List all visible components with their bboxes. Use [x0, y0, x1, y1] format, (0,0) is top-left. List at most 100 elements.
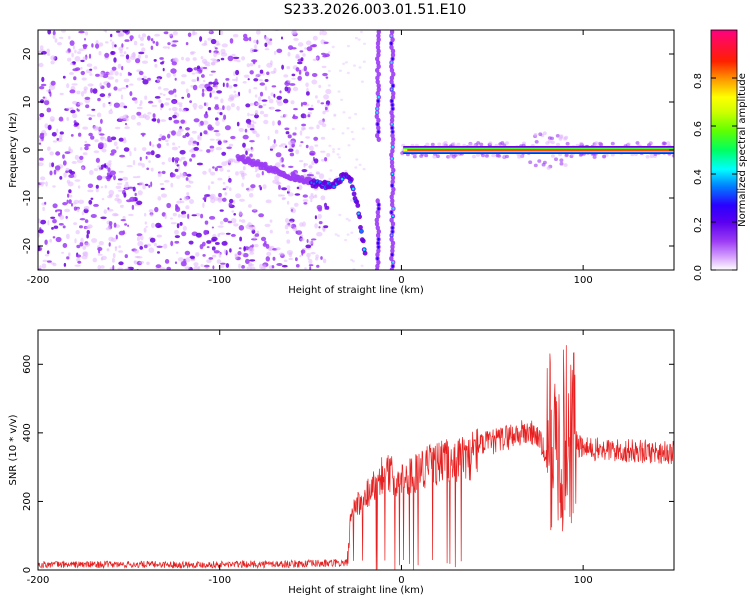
noise-blob	[120, 204, 124, 208]
noise-blob	[133, 260, 136, 264]
noise-blob	[62, 202, 68, 206]
noise-blob	[83, 206, 90, 210]
noise-blob	[213, 52, 218, 58]
noise-blob	[136, 111, 142, 116]
noise-blob	[186, 192, 190, 196]
carrier-halo	[472, 154, 476, 159]
noise-blob	[72, 45, 75, 50]
noise-blob	[334, 233, 338, 236]
streak-core	[391, 103, 394, 107]
carrier-halo	[437, 142, 442, 147]
noise-blob	[192, 84, 198, 91]
noise-blob	[285, 145, 288, 148]
noise-blob	[255, 133, 260, 138]
streak-blob	[375, 225, 380, 231]
noise-blob	[220, 52, 228, 57]
noise-blob	[254, 233, 260, 237]
noise-blob	[137, 54, 141, 60]
noise-blob	[269, 38, 273, 41]
noise-blob	[49, 116, 55, 122]
track-blob	[360, 238, 366, 244]
noise-blob	[221, 151, 227, 156]
noise-blob	[55, 236, 62, 243]
noise-blob	[105, 162, 112, 166]
noise-blob	[163, 31, 169, 35]
carrier-halo	[592, 155, 597, 159]
noise-blob	[77, 102, 84, 106]
noise-blob	[242, 81, 247, 84]
noise-blob	[80, 91, 85, 97]
noise-blob	[104, 138, 108, 142]
noise-blob	[225, 263, 230, 268]
noise-blob	[86, 230, 91, 235]
noise-blob	[146, 261, 150, 265]
noise-blob	[185, 88, 189, 94]
noise-blob	[104, 185, 108, 189]
noise-blob	[202, 202, 205, 208]
noise-blob	[331, 127, 335, 131]
noise-blob	[227, 220, 232, 224]
noise-blob	[245, 118, 252, 124]
noise-blob	[293, 108, 298, 111]
track-core	[332, 185, 336, 189]
carrier-halo	[412, 154, 417, 159]
x-tick-label: 0	[398, 575, 404, 586]
noise-blob	[241, 56, 246, 61]
noise-blob	[187, 213, 190, 219]
noise-blob	[47, 53, 51, 56]
noise-blob	[190, 85, 194, 88]
noise-blob	[210, 181, 215, 185]
noise-blob	[44, 123, 49, 129]
noise-blob	[295, 264, 300, 268]
noise-blob	[38, 116, 42, 121]
carrier-halo	[505, 154, 509, 159]
noise-blob	[267, 95, 271, 100]
noise-blob	[113, 213, 119, 217]
noise-blob	[141, 78, 145, 80]
noise-blob	[107, 195, 113, 199]
noise-blob	[96, 112, 102, 118]
noise-blob	[245, 258, 250, 264]
noise-blob	[160, 187, 165, 190]
noise-blob	[85, 31, 88, 36]
noise-blob	[310, 198, 313, 203]
noise-blob	[88, 53, 92, 59]
noise-blob	[181, 231, 187, 237]
streak-core	[391, 264, 394, 268]
noise-blob	[305, 136, 310, 139]
carrier-halo	[498, 142, 503, 146]
noise-blob	[86, 63, 93, 67]
noise-blob	[101, 175, 108, 179]
noise-blob	[82, 126, 89, 130]
noise-blob	[163, 93, 166, 97]
noise-blob	[186, 93, 191, 98]
streak-blob	[391, 90, 396, 96]
carrier-halo	[425, 142, 430, 147]
noise-blob	[318, 84, 322, 89]
noise-blob	[288, 148, 294, 152]
noise-blob	[360, 80, 364, 83]
noise-blob	[222, 188, 227, 191]
streak-blob	[375, 90, 380, 96]
carrier-halo	[443, 141, 448, 145]
carrier-halo	[649, 154, 654, 158]
noise-blob	[141, 60, 148, 64]
noise-blob	[181, 210, 187, 215]
noise-blob	[295, 67, 300, 72]
noise-blob	[185, 42, 189, 46]
noise-blob	[325, 205, 330, 210]
noise-blob	[137, 175, 141, 179]
noise-blob	[156, 234, 162, 238]
noise-blob	[230, 135, 236, 140]
noise-blob	[249, 102, 254, 106]
noise-blob	[92, 257, 98, 263]
noise-blob	[254, 109, 259, 116]
noise-blob	[139, 43, 144, 46]
noise-blob	[266, 71, 270, 76]
noise-blob	[193, 107, 197, 110]
noise-blob	[99, 165, 101, 172]
noise-blob	[76, 90, 81, 95]
noise-blob	[59, 92, 64, 96]
noise-blob	[250, 146, 253, 150]
noise-blob	[341, 132, 345, 135]
